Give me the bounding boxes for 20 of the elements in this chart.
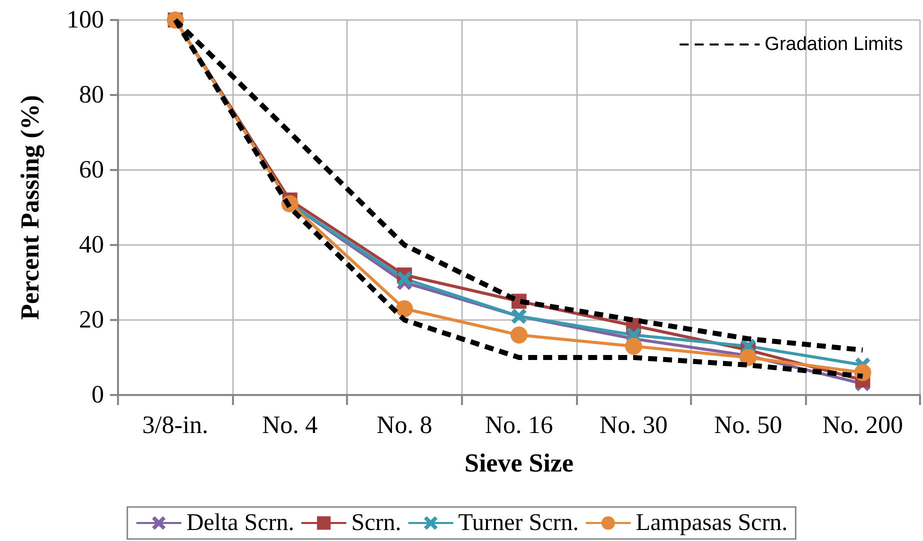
y-tick-label: 60 [79,156,104,184]
y-axis-title: Percent Passing (%) [16,95,44,320]
y-tick-label: 80 [79,82,104,108]
y-tick-label: 40 [79,232,104,258]
x-tick-label: No. 8 [376,412,432,439]
legend-label: Turner Scrn. [458,510,579,536]
x-axis-title: Sieve Size [464,448,574,478]
legend-label: Gradation Limits [764,34,904,55]
x-tick-label: No. 50 [714,412,782,439]
y-tick-label: 0 [92,382,104,408]
x-tick-label: No. 200 [822,412,903,439]
x-tick-label: 3/8-in. [142,412,208,439]
x-tick-label: No. 4 [262,412,318,439]
x-tick-label: No. 30 [600,412,668,439]
x-tick-label: No. 16 [484,412,554,439]
y-tick-label: 20 [79,306,104,334]
legend-label: Lampasas Scrn. [636,510,788,536]
legend-label: Delta Scrn. [186,510,294,536]
legend-label: Scrn. [351,510,402,536]
y-tick-label: 100 [66,6,104,34]
